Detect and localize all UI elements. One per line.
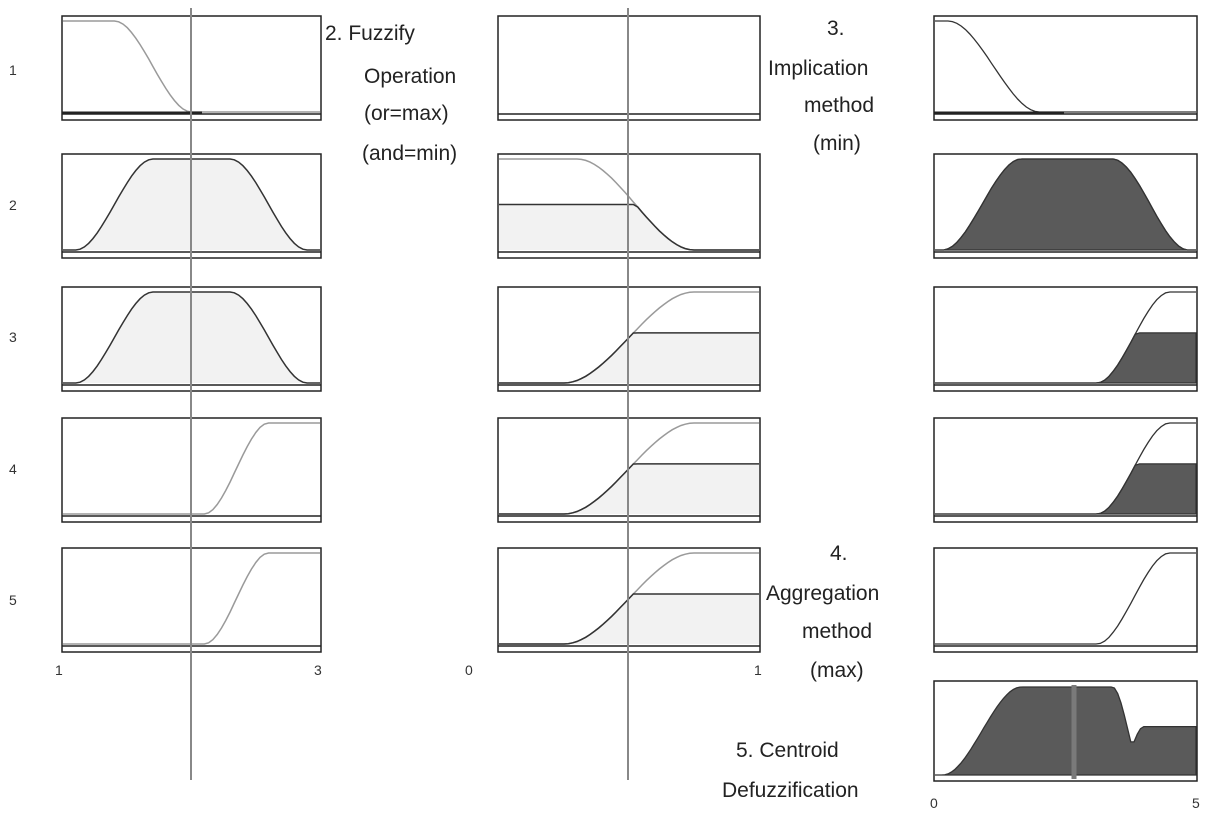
implication-panel-5 xyxy=(933,547,1198,653)
implication-panel-3 xyxy=(933,286,1198,392)
implication-curve-1 xyxy=(935,20,1196,113)
rule-number-5: 5 xyxy=(9,592,17,608)
aggregation-panel xyxy=(933,680,1198,782)
output-axis-min-label: 0 xyxy=(930,795,938,811)
implication-curve-4 xyxy=(935,422,1196,515)
input-axis-min-label: 1 xyxy=(55,662,63,678)
step-fuzzify-label: 2. Fuzzify Operation (or=max) (and=min) xyxy=(325,22,457,165)
implication-panel-1 xyxy=(933,15,1198,121)
input-axis-max-label: 3 xyxy=(314,662,322,678)
implication-panel-5-frame xyxy=(933,547,1198,653)
step-implication-line-4: (min) xyxy=(813,132,861,155)
panels xyxy=(61,15,1198,782)
rule-number-2: 2 xyxy=(9,197,17,213)
step-aggregation-line-3: method xyxy=(802,620,872,643)
aggregated-output-shape xyxy=(935,686,1197,776)
output-axis-max-label: 5 xyxy=(1192,795,1200,811)
implication-panel-1-frame xyxy=(933,15,1198,121)
step-implication-label: 3. Implication method (min) xyxy=(768,17,874,155)
rule-number-3: 3 xyxy=(9,329,17,345)
step-implication-line-1: 3. xyxy=(827,17,845,40)
step-defuzzification-label: 5. Centroid Defuzzification xyxy=(722,739,859,802)
step-aggregation-line-1: 4. xyxy=(830,542,848,565)
rule-number-1: 1 xyxy=(9,62,17,78)
step-defuzz-line-2: Defuzzification xyxy=(722,779,859,802)
implication-curve-3 xyxy=(935,291,1196,384)
operation-axis-max-label: 1 xyxy=(754,662,762,678)
step-fuzzify-line-3: (or=max) xyxy=(364,102,449,125)
implication-panel-4 xyxy=(933,417,1198,523)
step-aggregation-line-2: Aggregation xyxy=(766,582,879,605)
implication-panel-2 xyxy=(933,153,1198,259)
step-implication-line-3: method xyxy=(804,94,874,117)
step-implication-line-2: Implication xyxy=(768,57,868,80)
step-fuzzify-line-2: Operation xyxy=(364,65,456,88)
rule-number-4: 4 xyxy=(9,461,17,477)
implication-curve-2 xyxy=(935,158,1196,251)
step-aggregation-line-4: (max) xyxy=(810,659,864,682)
step-defuzz-line-1: 5. Centroid xyxy=(736,739,839,762)
step-fuzzify-line-1: 2. Fuzzify xyxy=(325,22,415,45)
step-aggregation-label: 4. Aggregation method (max) xyxy=(766,542,879,682)
operation-axis-min-label: 0 xyxy=(465,662,473,678)
implication-curve-5 xyxy=(935,552,1196,645)
step-fuzzify-line-4: (and=min) xyxy=(362,142,457,165)
